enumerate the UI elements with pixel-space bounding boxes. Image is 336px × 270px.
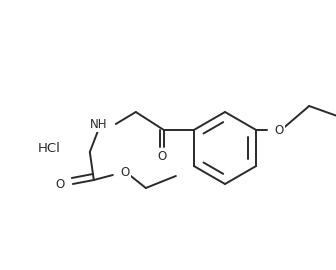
Text: O: O <box>121 166 130 178</box>
Text: O: O <box>157 150 166 163</box>
Text: NH: NH <box>90 117 108 130</box>
Text: O: O <box>274 123 284 137</box>
Text: HCl: HCl <box>38 141 61 154</box>
Text: O: O <box>55 177 65 191</box>
